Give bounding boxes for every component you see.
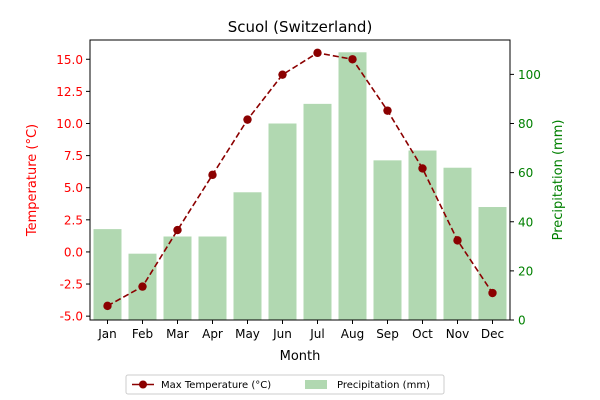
legend-frame [125, 374, 445, 395]
temperature-point [243, 115, 252, 124]
precipitation-bar [373, 160, 402, 320]
x-tick-label: Aug [341, 327, 364, 341]
precipitation-bar [408, 150, 437, 320]
precipitation-bar [233, 192, 262, 320]
x-tick-label: Mar [166, 327, 189, 341]
y-left-tick-label: 2.5 [64, 213, 83, 227]
x-tick-label: Sep [376, 327, 399, 341]
y-left-tick-label: -5.0 [60, 310, 83, 324]
temperature-point [313, 48, 322, 58]
x-tick-label: Apr [202, 327, 223, 341]
y-left-tick-label: 15.0 [56, 53, 83, 67]
y-right-tick-label: 40 [518, 215, 533, 229]
y-axis-left-label: Temperature (°C) [25, 124, 40, 237]
legend-marker-swatch [139, 380, 147, 389]
x-tick-label: May [235, 327, 260, 341]
x-tick-label: Jun [272, 327, 292, 341]
temperature-point [418, 164, 427, 173]
x-tick-label: Jul [309, 327, 324, 341]
precipitation-bar [198, 236, 227, 320]
x-axis-label: Month [280, 349, 321, 364]
y-left-tick-label: 12.5 [56, 85, 83, 99]
x-axis: Jan Feb Mar Apr May Jun Jul Aug Sep Oct Nov Dec [97, 320, 504, 341]
temperature-point [208, 170, 217, 180]
temperature-point [278, 70, 287, 79]
legend-label-precipitation: Precipitation (mm) [337, 380, 430, 391]
y-right-tick-label: 0 [518, 314, 526, 328]
x-tick-label: Oct [412, 327, 433, 341]
y-left-tick-label: 7.5 [64, 149, 83, 163]
temperature-line [103, 48, 497, 311]
y-left-tick-label: 10.0 [56, 117, 83, 131]
y-right-tick-label: 100 [518, 68, 541, 82]
temperature-point [383, 106, 392, 115]
precipitation-bar [478, 207, 507, 320]
precipitation-bar [338, 52, 367, 320]
y-right-tick-label: 60 [518, 166, 533, 180]
precipitation-bar [163, 236, 192, 320]
plot-frame [89, 39, 511, 321]
y-axis-right: 0 20 40 60 80 100 [510, 68, 541, 328]
x-tick-label: Feb [132, 327, 153, 341]
legend-label-temperature: Max Temperature (°C) [161, 380, 271, 391]
temperature-series-line [107, 52, 494, 307]
precipitation-bars [93, 52, 507, 320]
x-tick-label: Dec [481, 327, 504, 341]
chart-title: Scuol (Switzerland) [228, 18, 373, 36]
temperature-point [348, 55, 357, 64]
temperature-point [103, 301, 112, 311]
temperature-point [138, 282, 147, 291]
temperature-point [453, 236, 462, 245]
y-left-tick-label: 0.0 [64, 245, 83, 259]
y-left-tick-label: -2.5 [60, 278, 83, 292]
y-axis-left: -5.0 -2.5 0.0 2.5 5.0 7.5 10.0 12.5 15.0 [56, 53, 90, 324]
y-right-tick-label: 80 [518, 117, 533, 131]
precipitation-bar [303, 103, 332, 320]
y-right-tick-label: 20 [518, 264, 533, 278]
legend: Max Temperature (°C) Precipitation (mm) [125, 374, 445, 395]
x-tick-label: Nov [446, 327, 469, 341]
y-left-tick-label: 5.0 [64, 181, 83, 195]
precipitation-bar [268, 123, 297, 320]
y-axis-right-label: Precipitation (mm) [551, 120, 566, 241]
temperature-point [488, 288, 497, 298]
legend-bar-swatch [305, 380, 327, 389]
x-tick-label: Jan [97, 327, 117, 341]
temperature-point [173, 225, 182, 235]
